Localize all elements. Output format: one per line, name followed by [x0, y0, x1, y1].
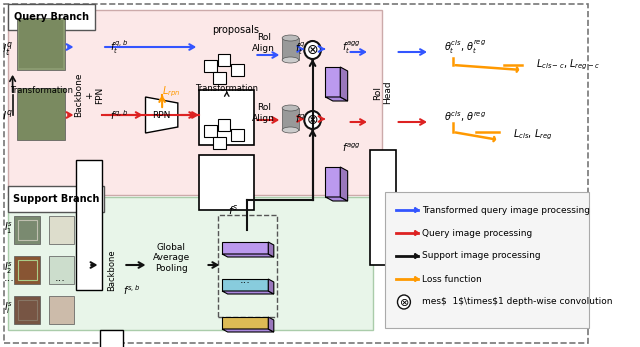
FancyBboxPatch shape [222, 279, 268, 291]
Text: $\otimes$: $\otimes$ [307, 113, 319, 127]
Text: Transformation: Transformation [10, 85, 73, 94]
Text: $I^q$: $I^q$ [2, 108, 13, 122]
Text: ...: ... [3, 273, 14, 283]
FancyBboxPatch shape [15, 216, 40, 244]
Text: $\theta_t^{cls}$, $\theta_t^{reg}$: $\theta_t^{cls}$, $\theta_t^{reg}$ [444, 39, 486, 56]
Text: $L_{rpn}$: $L_{rpn}$ [162, 85, 180, 99]
Text: $I_t^q$: $I_t^q$ [2, 41, 13, 59]
Text: Support image processing: Support image processing [422, 252, 541, 261]
FancyBboxPatch shape [231, 129, 244, 141]
Text: RPN: RPN [152, 110, 170, 119]
FancyBboxPatch shape [17, 88, 65, 140]
FancyBboxPatch shape [15, 296, 40, 324]
Text: $I_2^s$: $I_2^s$ [4, 260, 13, 276]
Text: Global
Average
Pooling: Global Average Pooling [153, 243, 190, 273]
Text: Query Branch: Query Branch [14, 12, 89, 22]
Polygon shape [340, 167, 348, 201]
FancyBboxPatch shape [204, 125, 216, 137]
FancyBboxPatch shape [385, 192, 589, 328]
FancyBboxPatch shape [199, 90, 255, 145]
Text: Query image processing: Query image processing [422, 229, 532, 237]
FancyBboxPatch shape [213, 137, 226, 149]
FancyBboxPatch shape [204, 60, 216, 72]
Text: $\otimes$: $\otimes$ [399, 296, 409, 307]
Text: $f_t^q$: $f_t^q$ [295, 41, 305, 57]
Text: $L_{cls-c}$, $L_{reg-c}$: $L_{cls-c}$, $L_{reg-c}$ [536, 58, 600, 72]
FancyBboxPatch shape [8, 10, 382, 195]
Polygon shape [222, 254, 274, 257]
Ellipse shape [282, 105, 299, 111]
Text: Backbone: Backbone [108, 249, 116, 291]
FancyBboxPatch shape [100, 330, 124, 347]
Circle shape [304, 41, 321, 59]
FancyBboxPatch shape [17, 18, 65, 70]
Polygon shape [268, 242, 274, 257]
FancyBboxPatch shape [282, 108, 299, 130]
Ellipse shape [282, 35, 299, 41]
Polygon shape [145, 97, 178, 133]
Text: RoI
Head: RoI Head [373, 81, 392, 104]
Text: $L_{cls}$, $L_{reg}$: $L_{cls}$, $L_{reg}$ [513, 128, 552, 142]
Polygon shape [340, 67, 348, 101]
Text: $f^{q,b}$: $f^{q,b}$ [109, 108, 127, 122]
FancyBboxPatch shape [15, 256, 40, 284]
FancyBboxPatch shape [326, 167, 340, 197]
Text: RoI
Align: RoI Align [252, 103, 275, 123]
Text: $I_i^s$: $I_i^s$ [4, 300, 13, 316]
Text: ...: ... [55, 273, 66, 283]
FancyBboxPatch shape [370, 150, 396, 265]
Polygon shape [326, 197, 348, 201]
Text: Transformed query image processing: Transformed query image processing [422, 205, 591, 214]
FancyBboxPatch shape [76, 160, 102, 290]
FancyBboxPatch shape [218, 119, 230, 131]
FancyBboxPatch shape [49, 216, 74, 244]
Text: $\theta^{cls}$, $\theta^{reg}$: $\theta^{cls}$, $\theta^{reg}$ [444, 110, 486, 125]
Text: $f^{s,b}$: $f^{s,b}$ [124, 283, 141, 297]
Text: mes$  1$\times$1 depth-wise convolution: mes$ 1$\times$1 depth-wise convolution [422, 297, 613, 306]
FancyBboxPatch shape [8, 4, 95, 30]
Polygon shape [326, 97, 348, 101]
Text: Backbone
+
FPN: Backbone + FPN [74, 73, 104, 117]
FancyBboxPatch shape [326, 67, 340, 97]
FancyBboxPatch shape [231, 64, 244, 76]
Text: $f_t^{agg}$: $f_t^{agg}$ [342, 40, 361, 56]
FancyBboxPatch shape [222, 242, 268, 254]
FancyBboxPatch shape [222, 317, 268, 329]
Text: $\otimes$: $\otimes$ [307, 43, 319, 57]
FancyBboxPatch shape [282, 38, 299, 60]
FancyBboxPatch shape [8, 197, 372, 330]
Ellipse shape [282, 127, 299, 133]
Circle shape [304, 111, 321, 129]
Text: $f_t^{q,b}$: $f_t^{q,b}$ [109, 38, 127, 56]
Text: Support Branch: Support Branch [13, 194, 99, 204]
FancyBboxPatch shape [49, 256, 74, 284]
Polygon shape [222, 329, 274, 332]
Polygon shape [268, 317, 274, 332]
Text: RoI
Align: RoI Align [252, 33, 275, 53]
Text: ...: ... [240, 275, 251, 285]
FancyBboxPatch shape [213, 72, 226, 84]
Text: Transformation: Transformation [195, 84, 258, 93]
Ellipse shape [282, 57, 299, 63]
FancyBboxPatch shape [199, 155, 255, 210]
Polygon shape [268, 279, 274, 294]
Text: $I_1^s$: $I_1^s$ [4, 220, 13, 236]
Text: proposals: proposals [212, 25, 259, 35]
FancyBboxPatch shape [49, 296, 74, 324]
Polygon shape [222, 291, 274, 294]
FancyBboxPatch shape [19, 20, 63, 68]
Circle shape [397, 295, 410, 309]
FancyBboxPatch shape [218, 54, 230, 66]
Text: Loss function: Loss function [422, 274, 482, 283]
Text: $f^q$: $f^q$ [295, 113, 305, 125]
Text: $f^{agg}$: $f^{agg}$ [342, 142, 361, 154]
Text: $f^s$: $f^s$ [228, 203, 239, 217]
FancyBboxPatch shape [8, 186, 104, 212]
